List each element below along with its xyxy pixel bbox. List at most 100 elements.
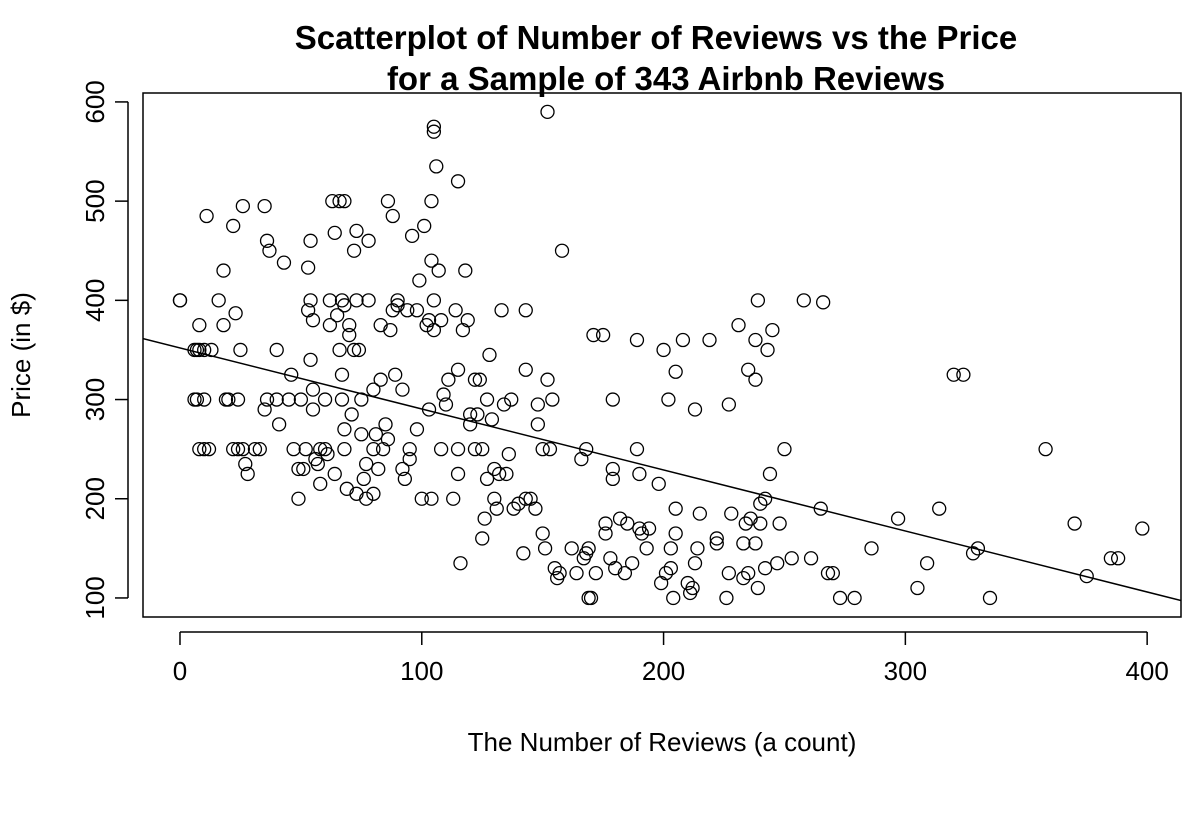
point — [385, 208, 400, 224]
point — [361, 293, 376, 308]
point — [448, 303, 463, 318]
regression-line — [143, 337, 1181, 602]
point — [450, 174, 466, 189]
point — [564, 541, 579, 556]
point — [337, 298, 352, 313]
point — [342, 327, 357, 343]
point — [518, 491, 533, 506]
point — [226, 218, 241, 234]
point — [330, 308, 345, 323]
point — [605, 471, 620, 487]
point — [605, 392, 620, 407]
point — [796, 293, 811, 308]
point — [748, 332, 763, 348]
point — [395, 382, 410, 397]
point — [687, 556, 703, 571]
point — [366, 441, 381, 457]
point — [586, 327, 601, 343]
point — [816, 295, 831, 310]
point — [192, 441, 207, 457]
point — [639, 541, 654, 556]
point — [226, 441, 241, 457]
point — [281, 392, 296, 407]
point — [499, 466, 514, 482]
point — [228, 306, 243, 321]
point — [259, 233, 275, 248]
point — [668, 364, 683, 379]
point — [757, 491, 773, 506]
point — [910, 580, 925, 596]
point — [262, 243, 277, 258]
point — [724, 506, 739, 521]
point — [230, 441, 246, 457]
point — [351, 342, 367, 358]
point — [581, 541, 596, 556]
point — [450, 466, 466, 482]
point — [349, 293, 364, 308]
point — [583, 590, 599, 606]
point — [424, 491, 439, 506]
point — [303, 293, 318, 308]
point — [349, 223, 364, 239]
point — [864, 541, 879, 556]
plot-box — [142, 92, 1182, 618]
point — [303, 233, 318, 248]
point — [462, 417, 478, 432]
point — [211, 293, 226, 308]
point — [424, 253, 439, 268]
point — [441, 372, 456, 387]
point — [820, 566, 836, 581]
point — [489, 501, 504, 516]
point — [760, 342, 775, 358]
point — [748, 372, 763, 387]
point — [310, 456, 325, 472]
point — [460, 313, 475, 328]
point — [736, 570, 751, 586]
point — [1110, 551, 1126, 566]
point — [777, 441, 792, 457]
point — [741, 362, 756, 377]
x-tick-label: 100 — [400, 656, 443, 686]
point — [291, 461, 306, 477]
point — [332, 193, 347, 209]
point — [337, 422, 352, 437]
point — [371, 461, 386, 477]
point — [663, 541, 678, 556]
point — [337, 193, 352, 209]
point — [332, 342, 347, 358]
point — [238, 456, 253, 472]
point — [334, 392, 350, 407]
point — [965, 546, 981, 561]
point — [1067, 516, 1082, 531]
point — [286, 441, 301, 457]
point — [516, 546, 531, 561]
point — [506, 501, 521, 516]
point — [417, 218, 432, 234]
point — [709, 531, 724, 546]
point — [305, 402, 321, 417]
point — [629, 332, 645, 348]
point — [300, 260, 316, 275]
point — [458, 263, 473, 278]
x-tick-label: 0 — [173, 656, 187, 686]
point — [750, 293, 766, 308]
y-tick-label: 500 — [80, 179, 110, 222]
point — [757, 561, 773, 576]
point — [540, 372, 555, 387]
point — [446, 491, 461, 506]
chart-title: for a Sample of 343 Airbnb Reviews — [387, 60, 945, 97]
y-tick-label: 600 — [80, 80, 110, 123]
point — [259, 392, 275, 407]
point — [690, 541, 705, 556]
point — [595, 327, 611, 343]
point — [574, 451, 589, 467]
y-axis-label: Price (in $) — [6, 292, 36, 418]
point — [172, 293, 188, 308]
point — [511, 496, 526, 511]
point — [334, 367, 350, 382]
point — [189, 392, 205, 407]
point — [658, 566, 674, 581]
point — [479, 471, 495, 487]
point — [366, 486, 381, 501]
